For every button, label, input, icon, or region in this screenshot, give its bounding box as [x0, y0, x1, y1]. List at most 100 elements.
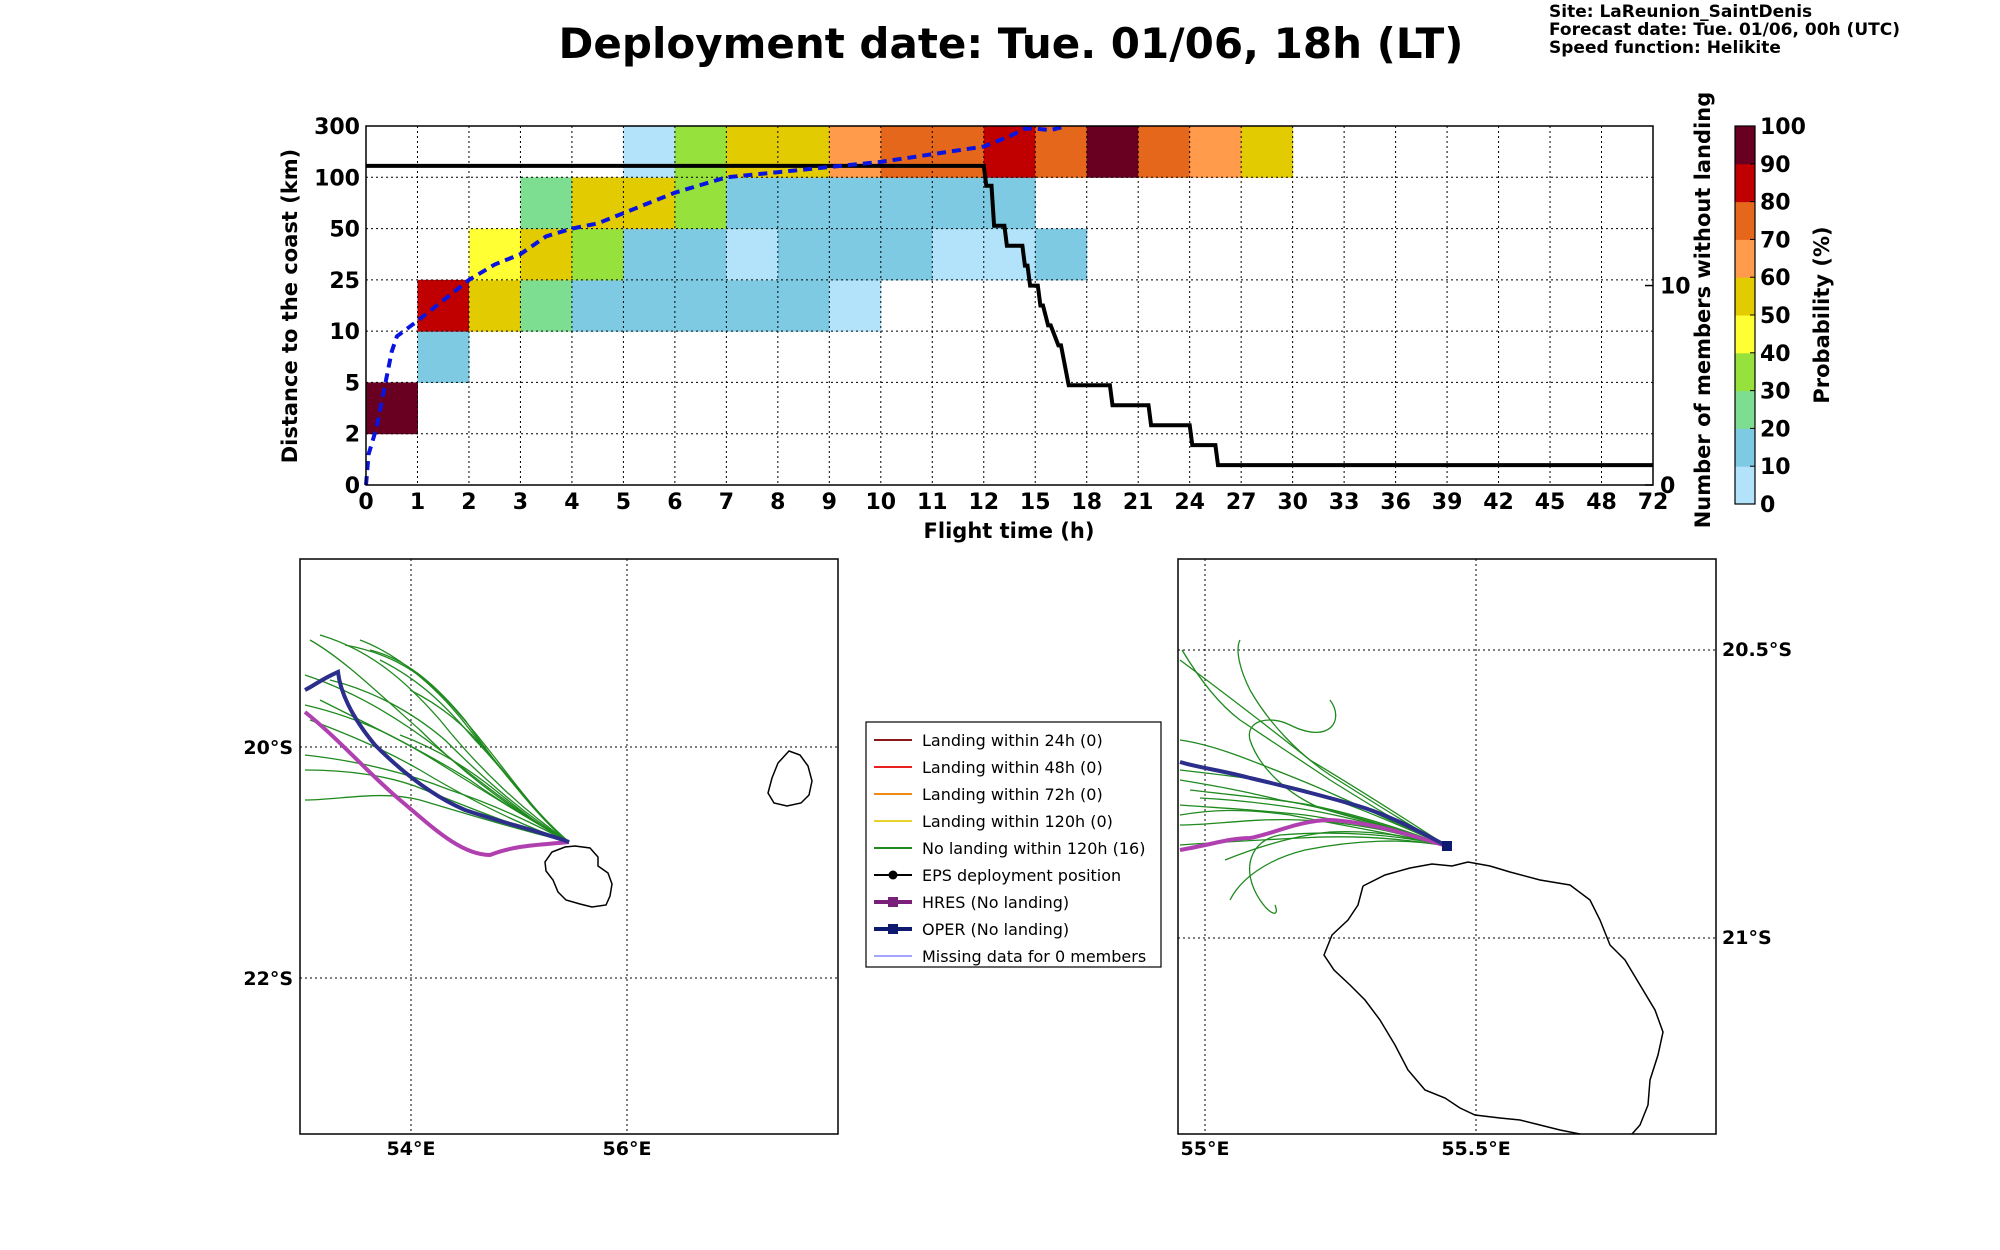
oper-trajectory	[1179, 760, 1448, 848]
heatmap-cell	[829, 126, 882, 178]
y-tick-label: 25	[329, 269, 360, 294]
y-tick-label: 10	[329, 320, 360, 345]
x-tick-label: 9	[822, 490, 837, 515]
heatmap-cell	[777, 228, 830, 281]
legend-label: No landing within 120h (16)	[922, 839, 1145, 858]
eps-trajectory	[1248, 699, 1448, 847]
x-tick-label: 39	[1432, 490, 1463, 515]
x-tick-label: 6	[667, 490, 682, 515]
colorbar-tick-label: 10	[1760, 455, 1791, 480]
heatmap-cells	[366, 126, 1294, 435]
colorbar-segment	[1735, 352, 1755, 392]
heatmap-cell	[829, 177, 882, 230]
x-tick-labels: 0 1 2 3 4 5 6 7 8 9 10 11 12 15 18 21 24 27 30 33 36 39 42 45 48…	[358, 490, 1668, 515]
colorbar-segment	[1735, 466, 1755, 505]
y2-axis-label: Number of members without landing	[1691, 92, 1715, 529]
oper-trajectory	[304, 669, 570, 844]
heatmap-cell	[1086, 126, 1139, 178]
eps-trajectory	[304, 754, 570, 843]
x-tick-label: 3	[513, 490, 528, 515]
colorbar-segment	[1735, 239, 1755, 278]
right-map: 55°E 55.5°E 20.5°S 21°S	[1177, 558, 1792, 1160]
legend-label: HRES (No landing)	[922, 893, 1069, 912]
hres-trajectory	[303, 710, 570, 858]
heatmap-cell	[674, 126, 727, 178]
page-title: Deployment date: Tue. 01/06, 18h (LT)	[559, 19, 1464, 68]
mauritius-coastline	[767, 750, 813, 807]
heatmap-cell	[829, 228, 882, 281]
legend-item: Landing within 48h (0)	[874, 758, 1103, 777]
left-map: 54°E 56°E 20°S 22°S	[243, 558, 839, 1160]
heatmap-cell	[468, 228, 521, 281]
y-tick-label: 5	[345, 371, 360, 396]
left-map-grid	[300, 559, 838, 1134]
colorbar-segment	[1735, 315, 1755, 354]
colorbar-tick-label: 0	[1760, 493, 1775, 518]
site-label: Site: LaReunion_SaintDenis	[1549, 2, 1812, 22]
colorbar-tick-label: 100	[1760, 115, 1806, 140]
heatmap-cell	[777, 279, 830, 332]
heatmap-cell	[623, 228, 676, 281]
eps-trajectory	[1229, 840, 1448, 901]
colorbar-segment	[1735, 163, 1755, 203]
y-tick-label: 2	[345, 423, 360, 448]
legend-item: HRES (No landing)	[874, 893, 1069, 912]
heatmap-cell	[1241, 126, 1294, 178]
x-tick-label: 1	[410, 490, 425, 515]
x-tick-label: 72	[1638, 490, 1669, 515]
heatmap-cell	[468, 279, 521, 332]
y2-tick-label: 0	[1660, 474, 1675, 499]
legend-item: OPER (No landing)	[874, 920, 1069, 939]
colorbar-segment	[1735, 126, 1755, 165]
x-tick-label: 21	[1123, 490, 1154, 515]
heatmap-cell	[726, 279, 779, 332]
probability-chart: 0 1 2 3 4 5 6 7 8 9 10 11 12 15 18 21 24 27 30 33 36 39 42 45 48…	[278, 92, 1834, 543]
left-map-xtick-56: 56°E	[603, 1138, 652, 1160]
legend-label: Landing within 48h (0)	[922, 758, 1103, 777]
y2-tick-labels: 0 10	[1645, 275, 1691, 499]
cumulative-distance-line	[364, 124, 1067, 486]
la-reunion-coastline	[544, 845, 613, 908]
x-axis-label: Flight time (h)	[924, 519, 1095, 543]
legend-label: OPER (No landing)	[922, 920, 1069, 939]
left-map-ytick-22s: 22°S	[243, 968, 293, 990]
x-tick-label: 0	[358, 490, 373, 515]
legend-item: EPS deployment position	[874, 866, 1121, 885]
x-tick-label: 45	[1535, 490, 1566, 515]
heatmap-cell	[520, 279, 573, 332]
x-tick-label: 36	[1380, 490, 1411, 515]
legend-item: Landing within 24h (0)	[874, 731, 1103, 750]
x-tick-label: 10	[865, 490, 896, 515]
left-map-ytick-20s: 20°S	[243, 737, 293, 759]
heatmap-cell	[571, 228, 624, 281]
right-map-ytick-21s: 21°S	[1722, 927, 1772, 949]
legend-label: Landing within 72h (0)	[922, 785, 1103, 804]
colorbar-segment	[1735, 201, 1755, 240]
legend-label: Landing within 120h (0)	[922, 812, 1113, 831]
heatmap-cell	[880, 177, 933, 230]
x-tick-label: 18	[1071, 490, 1102, 515]
heatmap-cell	[726, 126, 779, 178]
heatmap-cell	[777, 177, 830, 230]
legend-item: No landing within 120h (16)	[874, 839, 1145, 858]
heatmap-cell	[726, 228, 779, 281]
plot-frame	[365, 125, 1654, 486]
heatmap-cell	[829, 279, 882, 332]
heatmap-cell	[571, 177, 624, 230]
heatmap-cell	[1035, 228, 1088, 281]
x-tick-label: 12	[968, 490, 999, 515]
legend-item: Landing within 72h (0)	[874, 785, 1103, 804]
heatmap-cell	[932, 228, 985, 281]
right-map-xtick-55-5: 55.5°E	[1441, 1138, 1510, 1160]
left-map-xtick-54: 54°E	[387, 1138, 436, 1160]
x-tick-label: 8	[770, 490, 785, 515]
heatmap-cell	[726, 177, 779, 230]
right-map-grid	[1178, 559, 1716, 1134]
heatmap-cell	[880, 228, 933, 281]
hres-trajectory	[1179, 817, 1448, 852]
y-axis-label: Distance to the coast (km)	[278, 149, 302, 464]
colorbar-segment	[1735, 277, 1755, 316]
colorbar	[1735, 126, 1755, 505]
